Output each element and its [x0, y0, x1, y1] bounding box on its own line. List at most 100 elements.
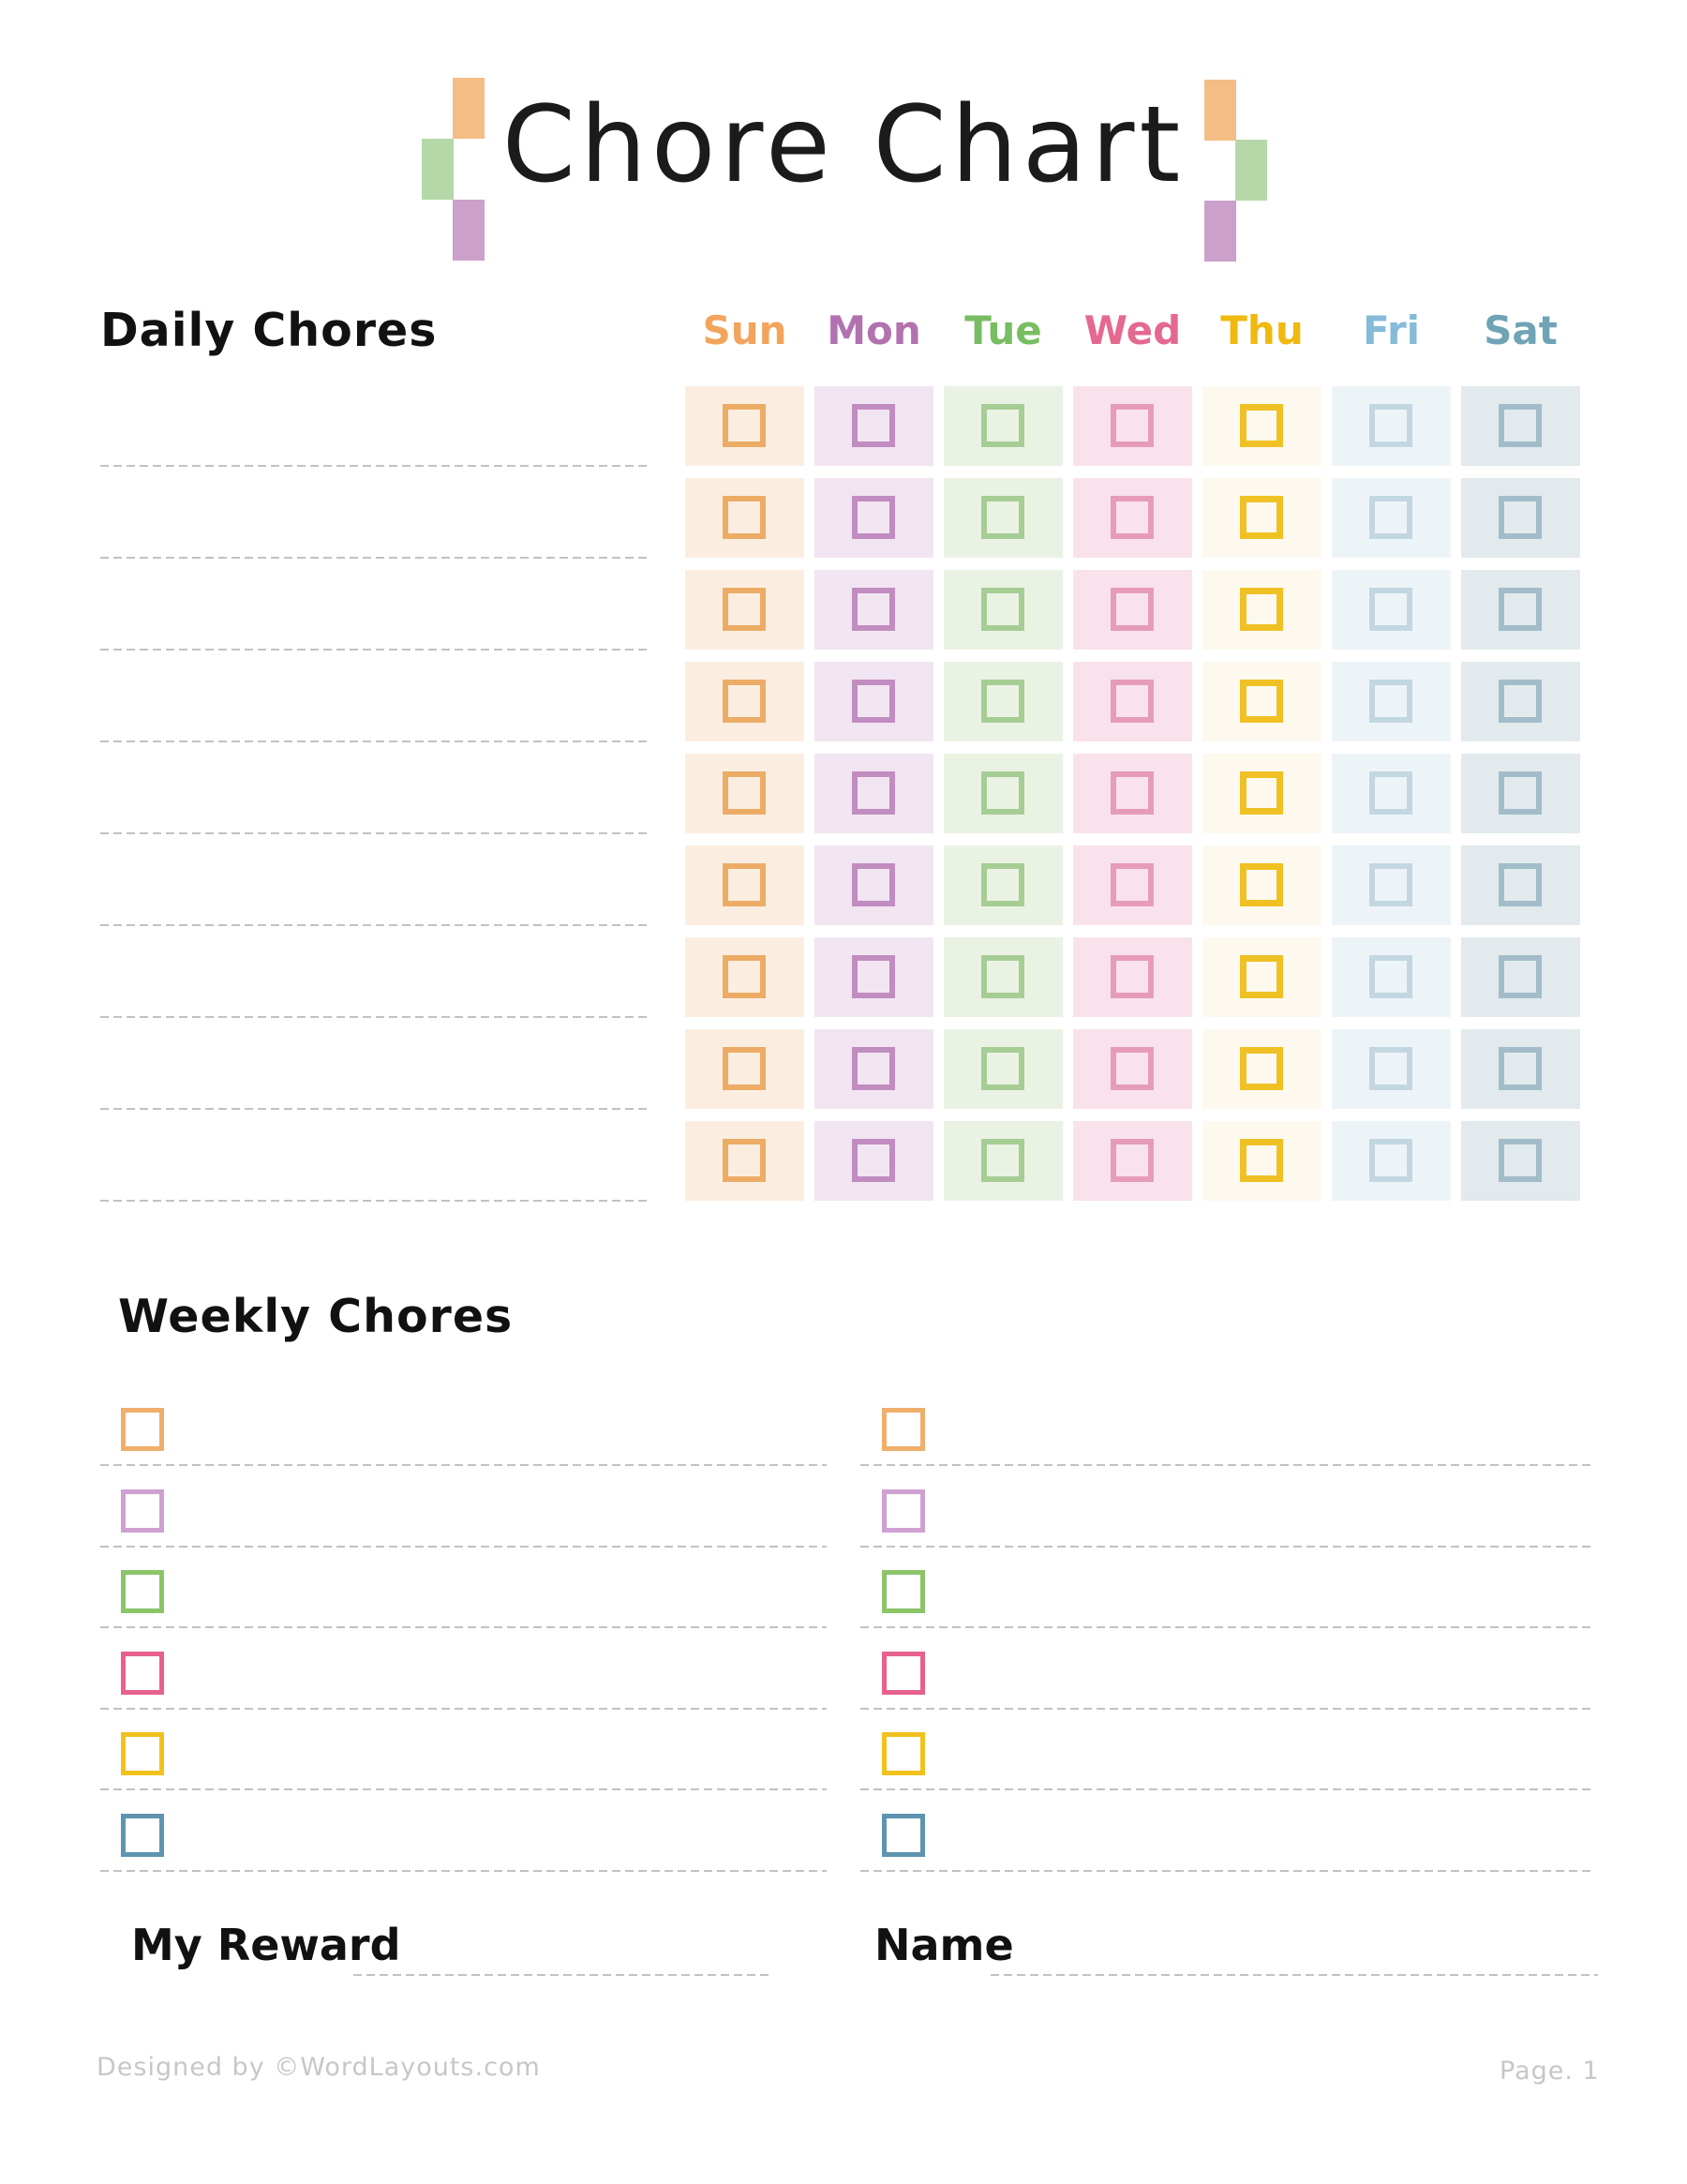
name-input-line[interactable] [991, 1974, 1598, 1976]
weekly-checkbox[interactable] [882, 1570, 925, 1613]
daily-checkbox-sun[interactable] [723, 404, 766, 447]
daily-checkbox-fri[interactable] [1369, 496, 1412, 539]
weekly-chore-input-line[interactable] [860, 1708, 1593, 1710]
daily-checkbox-sun[interactable] [723, 863, 766, 906]
daily-checkbox-sun[interactable] [723, 771, 766, 815]
daily-checkbox-sun[interactable] [723, 1047, 766, 1090]
daily-checkbox-mon[interactable] [852, 404, 895, 447]
daily-checkbox-fri[interactable] [1369, 863, 1412, 906]
weekly-checkbox[interactable] [882, 1732, 925, 1775]
weekly-checkbox[interactable] [882, 1652, 925, 1695]
daily-checkbox-mon[interactable] [852, 496, 895, 539]
daily-checkbox-wed[interactable] [1111, 955, 1154, 998]
daily-checkbox-fri[interactable] [1369, 955, 1412, 998]
daily-checkbox-wed[interactable] [1111, 404, 1154, 447]
daily-checkbox-tue[interactable] [981, 771, 1024, 815]
daily-checkbox-thu[interactable] [1240, 680, 1283, 723]
daily-checkbox-sun[interactable] [723, 680, 766, 723]
daily-checkbox-mon[interactable] [852, 955, 895, 998]
weekly-chore-input-line[interactable] [100, 1788, 827, 1790]
daily-checkbox-thu[interactable] [1240, 771, 1283, 815]
weekly-checkbox[interactable] [121, 1814, 164, 1857]
daily-chore-input-line[interactable] [100, 832, 647, 834]
daily-checkbox-sat[interactable] [1499, 955, 1542, 998]
daily-chore-input-line[interactable] [100, 465, 647, 467]
weekly-chore-input-line[interactable] [100, 1464, 827, 1466]
daily-checkbox-wed[interactable] [1111, 1139, 1154, 1182]
daily-checkbox-sun[interactable] [723, 496, 766, 539]
daily-checkbox-mon[interactable] [852, 680, 895, 723]
daily-checkbox-mon[interactable] [852, 1139, 895, 1182]
weekly-chore-input-line[interactable] [860, 1464, 1593, 1466]
weekly-chore-input-line[interactable] [860, 1626, 1593, 1628]
daily-checkbox-mon[interactable] [852, 1047, 895, 1090]
daily-checkbox-wed[interactable] [1111, 863, 1154, 906]
daily-checkbox-tue[interactable] [981, 955, 1024, 998]
daily-checkbox-wed[interactable] [1111, 680, 1154, 723]
daily-checkbox-fri[interactable] [1369, 680, 1412, 723]
daily-checkbox-wed[interactable] [1111, 588, 1154, 631]
daily-checkbox-tue[interactable] [981, 1139, 1024, 1182]
weekly-checkbox[interactable] [121, 1570, 164, 1613]
daily-cell-sun [685, 478, 804, 558]
daily-chore-input-line[interactable] [100, 924, 647, 926]
daily-checkbox-sat[interactable] [1499, 680, 1542, 723]
weekly-chore-input-line[interactable] [100, 1870, 827, 1872]
daily-checkbox-sun[interactable] [723, 588, 766, 631]
daily-checkbox-sat[interactable] [1499, 771, 1542, 815]
daily-checkbox-tue[interactable] [981, 680, 1024, 723]
daily-checkbox-fri[interactable] [1369, 1139, 1412, 1182]
weekly-checkbox[interactable] [121, 1732, 164, 1775]
weekly-checkbox[interactable] [882, 1408, 925, 1451]
daily-checkbox-mon[interactable] [852, 588, 895, 631]
daily-checkbox-thu[interactable] [1240, 863, 1283, 906]
daily-checkbox-sat[interactable] [1499, 588, 1542, 631]
weekly-checkbox[interactable] [121, 1408, 164, 1451]
daily-chore-input-line[interactable] [100, 740, 647, 742]
weekly-chore-input-line[interactable] [100, 1708, 827, 1710]
daily-checkbox-mon[interactable] [852, 771, 895, 815]
daily-checkbox-sat[interactable] [1499, 404, 1542, 447]
daily-checkbox-sat[interactable] [1499, 1139, 1542, 1182]
daily-checkbox-sat[interactable] [1499, 496, 1542, 539]
daily-checkbox-thu[interactable] [1240, 1047, 1283, 1090]
my-reward-input-line[interactable] [353, 1974, 772, 1976]
daily-checkbox-tue[interactable] [981, 588, 1024, 631]
daily-checkbox-thu[interactable] [1240, 588, 1283, 631]
daily-chore-input-line[interactable] [100, 557, 647, 559]
daily-checkbox-mon[interactable] [852, 863, 895, 906]
weekly-chore-input-line[interactable] [100, 1626, 827, 1628]
weekly-checkbox[interactable] [882, 1814, 925, 1857]
daily-checkbox-sat[interactable] [1499, 1047, 1542, 1090]
daily-checkbox-tue[interactable] [981, 404, 1024, 447]
weekly-checkbox[interactable] [882, 1489, 925, 1533]
weekly-checkbox[interactable] [121, 1489, 164, 1533]
daily-checkbox-wed[interactable] [1111, 1047, 1154, 1090]
weekly-checkbox[interactable] [121, 1652, 164, 1695]
daily-chore-input-line[interactable] [100, 1108, 647, 1110]
weekly-chore-input-line[interactable] [860, 1788, 1593, 1790]
daily-checkbox-fri[interactable] [1369, 1047, 1412, 1090]
weekly-chore-input-line[interactable] [100, 1546, 827, 1548]
daily-checkbox-sun[interactable] [723, 1139, 766, 1182]
daily-chore-input-line[interactable] [100, 649, 647, 651]
daily-checkbox-fri[interactable] [1369, 588, 1412, 631]
daily-checkbox-thu[interactable] [1240, 404, 1283, 447]
daily-checkbox-thu[interactable] [1240, 1139, 1283, 1182]
weekly-chore-input-line[interactable] [860, 1870, 1593, 1872]
daily-checkbox-fri[interactable] [1369, 771, 1412, 815]
daily-checkbox-tue[interactable] [981, 1047, 1024, 1090]
daily-chore-input-line[interactable] [100, 1016, 647, 1018]
daily-checkbox-wed[interactable] [1111, 771, 1154, 815]
daily-chore-input-line[interactable] [100, 1200, 647, 1202]
daily-checkbox-sat[interactable] [1499, 863, 1542, 906]
weekly-chore-input-line[interactable] [860, 1546, 1593, 1548]
daily-cell-sat [1461, 662, 1580, 741]
daily-checkbox-thu[interactable] [1240, 955, 1283, 998]
daily-checkbox-sun[interactable] [723, 955, 766, 998]
daily-checkbox-fri[interactable] [1369, 404, 1412, 447]
daily-checkbox-tue[interactable] [981, 496, 1024, 539]
daily-checkbox-tue[interactable] [981, 863, 1024, 906]
daily-checkbox-wed[interactable] [1111, 496, 1154, 539]
daily-checkbox-thu[interactable] [1240, 496, 1283, 539]
